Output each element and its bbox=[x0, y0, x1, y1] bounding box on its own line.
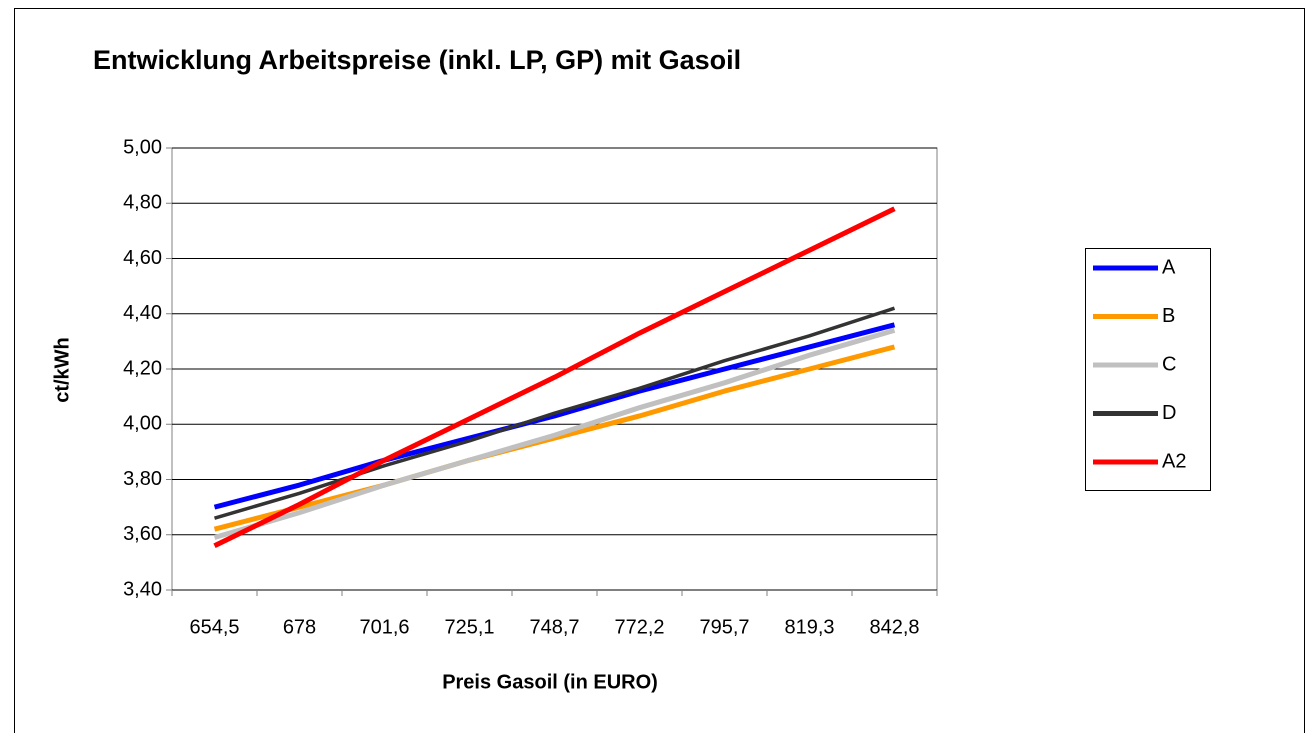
x-tick-label: 654,5 bbox=[189, 616, 239, 638]
x-axis-label: Preis Gasoil (in EURO) bbox=[442, 671, 658, 693]
series-line bbox=[213, 206, 896, 549]
x-tick-label: 678 bbox=[283, 616, 316, 638]
legend-label: D bbox=[1162, 402, 1176, 424]
series-line bbox=[213, 322, 896, 510]
y-tick-label: 4,60 bbox=[123, 247, 162, 269]
y-tick-label: 4,20 bbox=[123, 357, 162, 379]
x-tick-label: 819,3 bbox=[784, 616, 834, 638]
x-tick-label: 772,2 bbox=[614, 616, 664, 638]
legend-label: B bbox=[1162, 305, 1175, 327]
x-tick-label: 725,1 bbox=[444, 616, 494, 638]
chart-title: Entwicklung Arbeitspreise (inkl. LP, GP)… bbox=[93, 45, 741, 75]
series-line bbox=[213, 344, 896, 532]
y-axis-label: ct/kWh bbox=[51, 337, 73, 403]
series-line bbox=[214, 306, 896, 520]
x-tick-label: 748,7 bbox=[529, 616, 579, 638]
y-tick-label: 3,40 bbox=[123, 578, 162, 600]
legend-label: C bbox=[1162, 353, 1176, 375]
legend-box bbox=[1085, 248, 1211, 491]
y-tick-label: 4,80 bbox=[123, 192, 162, 214]
y-tick-label: 3,80 bbox=[123, 468, 162, 490]
y-tick-label: 4,40 bbox=[123, 302, 162, 324]
legend-label: A2 bbox=[1162, 450, 1186, 472]
y-tick-label: 3,60 bbox=[123, 523, 162, 545]
x-tick-label: 795,7 bbox=[699, 616, 749, 638]
series-line bbox=[213, 327, 896, 540]
legend-label: A bbox=[1162, 256, 1176, 278]
x-tick-label: 842,8 bbox=[869, 616, 919, 638]
y-tick-label: 5,00 bbox=[123, 136, 162, 158]
x-tick-label: 701,6 bbox=[359, 616, 409, 638]
y-tick-label: 4,00 bbox=[123, 413, 162, 435]
